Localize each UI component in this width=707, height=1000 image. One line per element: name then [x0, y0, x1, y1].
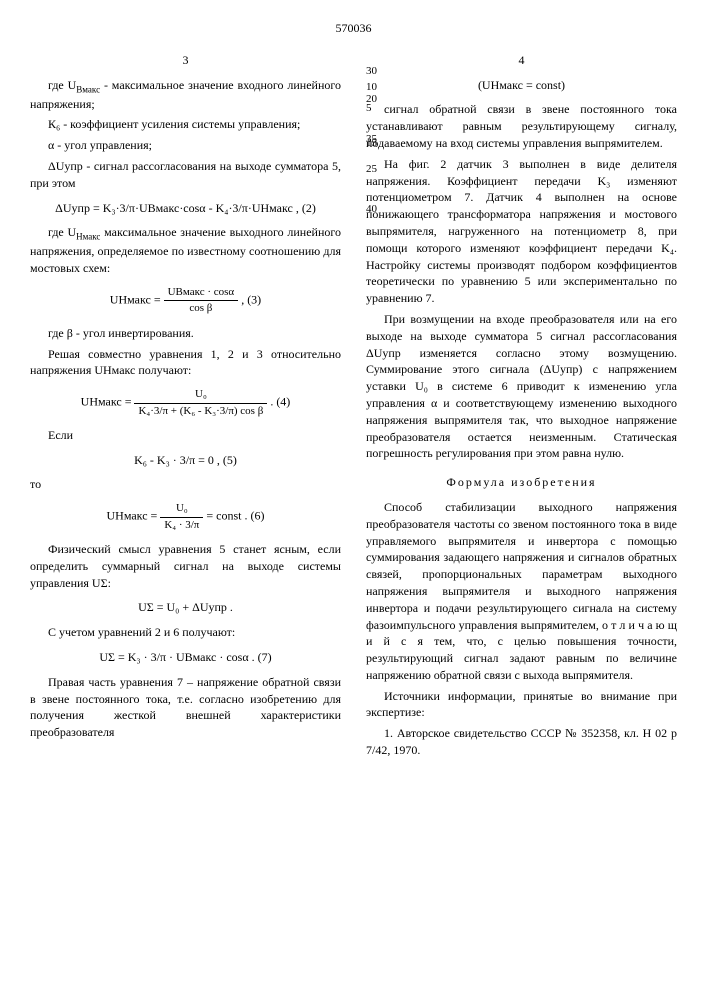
- text: - максимальное значение входного линейно…: [30, 78, 341, 111]
- denominator: K₄·3/π + (K₆ - K₃·3/π) cos β: [134, 404, 267, 419]
- para-then: то: [30, 476, 341, 493]
- text: где U: [48, 78, 76, 92]
- numerator: U₀: [160, 501, 203, 517]
- numerator: U₀: [134, 387, 267, 403]
- fraction: U₀ K₄·3/π + (K₆ - K₃·3/π) cos β: [134, 387, 267, 419]
- claims-title: Формула изобретения: [366, 474, 677, 491]
- line-marker-20: 20: [348, 92, 377, 107]
- equation-7: UΣ = K₃ · 3/π · UВмакс · cosα . (7): [30, 649, 341, 666]
- para-alpha: α - угол управления;: [30, 137, 341, 154]
- numerator: UВмакс · cosα: [164, 285, 239, 301]
- fraction: UВмакс · cosα cos β: [164, 285, 239, 317]
- ref-1: 1. Авторское свидетельство СССР № 352358…: [366, 725, 677, 759]
- eq-lhs: UНмакс =: [81, 395, 135, 409]
- line-marker-35: 35: [348, 132, 377, 147]
- equation-2: ΔUупр = K₃·3/π·UВмакс·cosα - K₄·3/π·UНма…: [30, 200, 341, 217]
- right-column: 4 (UНмакс = const) 5 сигнал обратной свя…: [366, 52, 677, 763]
- denominator: cos β: [164, 301, 239, 316]
- line-marker-25: 25: [348, 162, 377, 177]
- equation-4: UНмакс = U₀ K₄·3/π + (K₆ - K₃·3/π) cos β…: [30, 387, 341, 419]
- para-ubmax: где UBмакс - максимальное значение входн…: [30, 77, 341, 113]
- right-col-number: 4: [366, 52, 677, 69]
- para-if: Если: [30, 427, 341, 444]
- text: На фиг. 2 датчик 3 выполнен в виде делит…: [366, 157, 677, 305]
- left-col-number: 3: [30, 52, 341, 69]
- eq-lhs: UНмакс =: [110, 293, 164, 307]
- eq-tail: , (3): [241, 293, 261, 307]
- line-marker-40: 40: [348, 202, 377, 217]
- left-column: 3 где UBмакс - максимальное значение вхо…: [30, 52, 341, 763]
- subscript: Нмакс: [76, 232, 100, 242]
- text: Способ стабилизации выходного напряжения…: [366, 500, 677, 682]
- denominator: K₄ · 3/π: [160, 518, 203, 533]
- para-with-eqs: С учетом уравнений 2 и 6 получают:: [30, 624, 341, 641]
- para-fig2: 10 15 На фиг. 2 датчик 3 выполнен в виде…: [366, 156, 677, 307]
- refs-title: Источники информации, принятые во вниман…: [366, 688, 677, 722]
- para-k6: К₆ - коэффициент усиления системы управл…: [30, 116, 341, 133]
- para-unmax-def: где UНмакс максимальное значение выходно…: [30, 224, 341, 277]
- equation-5: K₆ - K₃ · 3/π = 0 , (5): [30, 452, 341, 469]
- eq-tail: . (4): [270, 395, 290, 409]
- para-rhs-7: Правая часть уравнения 7 – напряжение об…: [30, 674, 341, 741]
- equation-const: (UНмакс = const): [366, 77, 677, 94]
- equation-6: UНмакс = U₀ K₄ · 3/π = const . (6): [30, 501, 341, 533]
- para-claim: 30 35 40 Способ стабилизации выходного н…: [366, 499, 677, 684]
- para-physical: Физический смысл уравнения 5 станет ясны…: [30, 541, 341, 591]
- doc-number: 570036: [30, 20, 677, 37]
- equation-3: UНмакс = UВмакс · cosα cos β , (3): [30, 285, 341, 317]
- equation-sum: UΣ = U₀ + ΔUупр .: [30, 599, 341, 616]
- eq-tail: = const . (6): [206, 509, 264, 523]
- two-column-layout: 3 где UBмакс - максимальное значение вхо…: [30, 52, 677, 763]
- para-beta: где β - угол инвертирования.: [30, 325, 341, 342]
- text: При возмущении на входе преобразователя …: [366, 312, 677, 460]
- text: где U: [48, 225, 76, 239]
- para-perturbation: 20 25 При возмущении на входе преобразов…: [366, 311, 677, 462]
- para-du: ΔUупр - сигнал рассогласования на выходе…: [30, 158, 341, 192]
- subscript: Bмакс: [76, 84, 100, 94]
- para-solve: Решая совместно уравнения 1, 2 и 3 относ…: [30, 346, 341, 380]
- line-marker-30: 30: [348, 64, 377, 79]
- fraction: U₀ K₄ · 3/π: [160, 501, 203, 533]
- text: сигнал обратной связи в звене постоянног…: [366, 102, 677, 150]
- eq-lhs: UНмакс =: [107, 509, 161, 523]
- para-feedback: 5 сигнал обратной связи в звене постоянн…: [366, 101, 677, 151]
